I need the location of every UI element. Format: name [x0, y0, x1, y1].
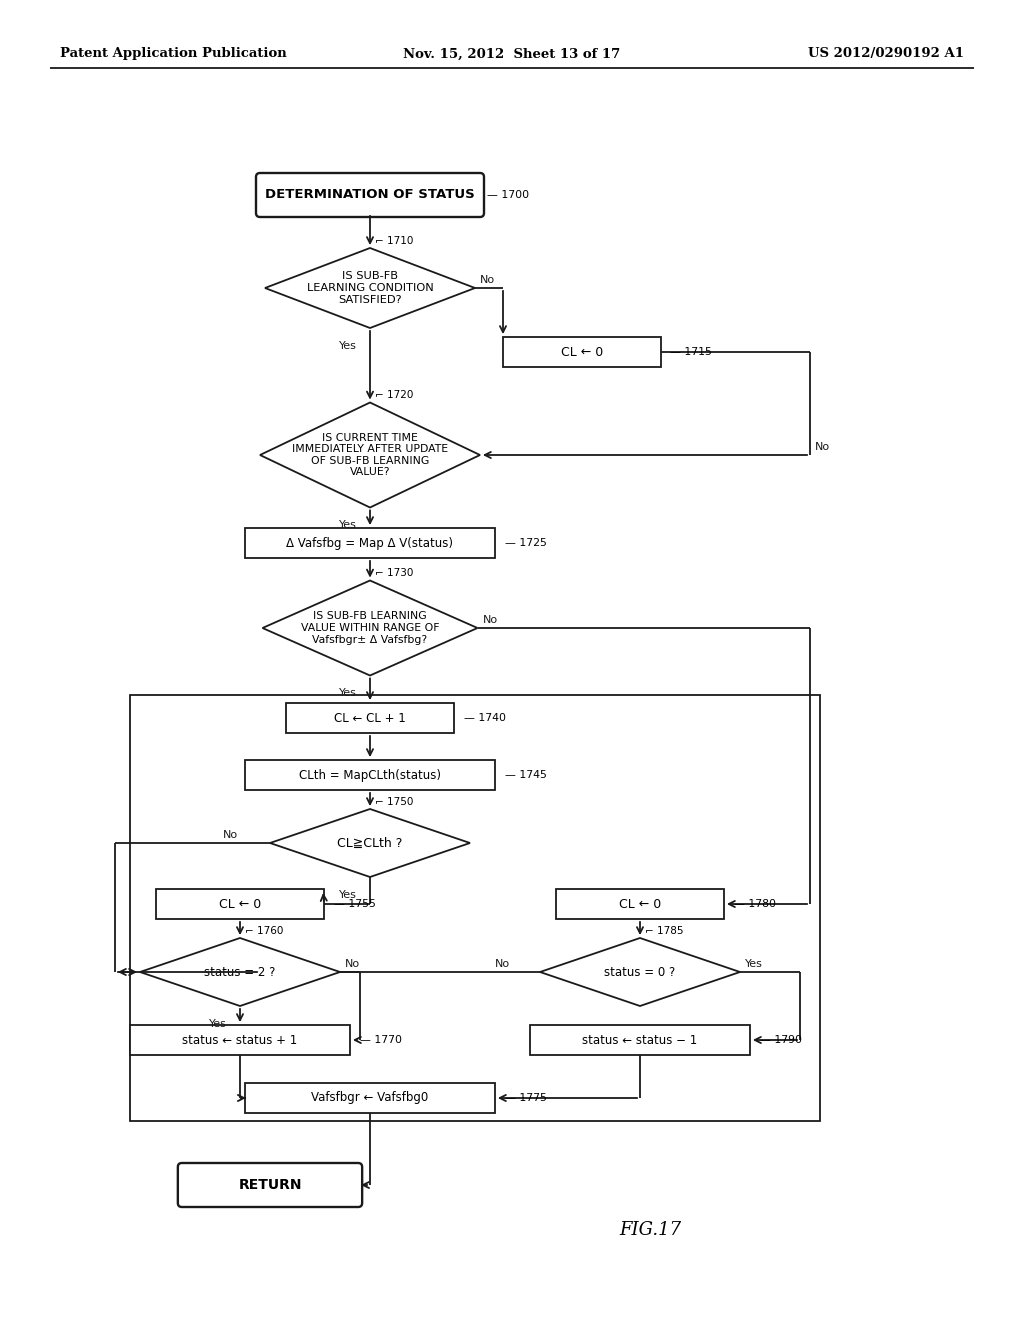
Text: status = 2 ?: status = 2 ?	[205, 965, 275, 978]
FancyBboxPatch shape	[245, 528, 495, 558]
FancyBboxPatch shape	[556, 888, 724, 919]
FancyBboxPatch shape	[156, 888, 324, 919]
Text: No: No	[815, 442, 830, 451]
Text: ⌐ 1710: ⌐ 1710	[375, 236, 414, 246]
Text: IS CURRENT TIME
IMMEDIATELY AFTER UPDATE
OF SUB-FB LEARNING
VALUE?: IS CURRENT TIME IMMEDIATELY AFTER UPDATE…	[292, 433, 449, 478]
FancyBboxPatch shape	[178, 1163, 362, 1206]
Text: IS SUB-FB LEARNING
VALUE WITHIN RANGE OF
Vafsfbgr± Δ Vafsfbg?: IS SUB-FB LEARNING VALUE WITHIN RANGE OF…	[301, 611, 439, 644]
Text: ⌐ 1730: ⌐ 1730	[375, 569, 414, 578]
Text: — 1775: — 1775	[505, 1093, 547, 1104]
Text: — 1755: — 1755	[334, 899, 376, 909]
Text: — 1740: — 1740	[464, 713, 506, 723]
Text: No: No	[345, 960, 360, 969]
Text: Yes: Yes	[745, 960, 763, 969]
Text: RETURN: RETURN	[239, 1177, 302, 1192]
FancyBboxPatch shape	[503, 337, 662, 367]
FancyBboxPatch shape	[245, 760, 495, 789]
Text: ⌐ 1760: ⌐ 1760	[245, 927, 284, 936]
Text: No: No	[482, 615, 498, 624]
Text: CL ← CL + 1: CL ← CL + 1	[334, 711, 406, 725]
Text: CL ← 0: CL ← 0	[561, 346, 603, 359]
Text: Yes: Yes	[339, 341, 357, 351]
Text: CL≧CLth ?: CL≧CLth ?	[337, 837, 402, 850]
Text: ⌐ 1750: ⌐ 1750	[375, 797, 414, 807]
Text: Patent Application Publication: Patent Application Publication	[60, 48, 287, 61]
Text: FIG.17: FIG.17	[618, 1221, 681, 1239]
Text: status ← status − 1: status ← status − 1	[583, 1034, 697, 1047]
Polygon shape	[265, 248, 475, 327]
Text: status = 0 ?: status = 0 ?	[604, 965, 676, 978]
Text: — 1745: — 1745	[505, 770, 547, 780]
Polygon shape	[540, 939, 740, 1006]
Text: — 1770: — 1770	[360, 1035, 402, 1045]
FancyBboxPatch shape	[245, 1082, 495, 1113]
FancyBboxPatch shape	[530, 1026, 750, 1055]
Polygon shape	[262, 581, 477, 676]
Text: DETERMINATION OF STATUS: DETERMINATION OF STATUS	[265, 189, 475, 202]
Text: — 1790: — 1790	[760, 1035, 802, 1045]
Polygon shape	[260, 403, 480, 507]
Text: CL ← 0: CL ← 0	[219, 898, 261, 911]
Text: CLth = MapCLth(status): CLth = MapCLth(status)	[299, 768, 441, 781]
Text: Nov. 15, 2012  Sheet 13 of 17: Nov. 15, 2012 Sheet 13 of 17	[403, 48, 621, 61]
Text: — 1700: — 1700	[487, 190, 529, 201]
Text: — 1715: — 1715	[670, 347, 712, 356]
Text: — 1725: — 1725	[505, 539, 547, 548]
Text: CL ← 0: CL ← 0	[618, 898, 662, 911]
Text: Yes: Yes	[339, 890, 357, 900]
Text: Yes: Yes	[339, 689, 357, 698]
Text: No: No	[480, 275, 496, 285]
Text: US 2012/0290192 A1: US 2012/0290192 A1	[808, 48, 964, 61]
Text: Yes: Yes	[339, 520, 357, 531]
Text: ⌐ 1785: ⌐ 1785	[645, 927, 683, 936]
Text: Δ Vafsfbg = Map Δ V(status): Δ Vafsfbg = Map Δ V(status)	[287, 536, 454, 549]
Text: IS SUB-FB
LEARNING CONDITION
SATISFIED?: IS SUB-FB LEARNING CONDITION SATISFIED?	[306, 272, 433, 305]
Text: ⌐ 1720: ⌐ 1720	[375, 391, 414, 400]
Text: Vafsfbgr ← Vafsfbg0: Vafsfbgr ← Vafsfbg0	[311, 1092, 429, 1105]
FancyBboxPatch shape	[256, 173, 484, 216]
Text: No: No	[222, 830, 238, 840]
FancyBboxPatch shape	[286, 704, 454, 733]
FancyBboxPatch shape	[130, 1026, 350, 1055]
Text: status ← status + 1: status ← status + 1	[182, 1034, 298, 1047]
Polygon shape	[140, 939, 340, 1006]
Text: No: No	[495, 960, 510, 969]
Text: Yes: Yes	[209, 1019, 227, 1030]
Text: — 1780: — 1780	[734, 899, 776, 909]
Polygon shape	[270, 809, 470, 876]
